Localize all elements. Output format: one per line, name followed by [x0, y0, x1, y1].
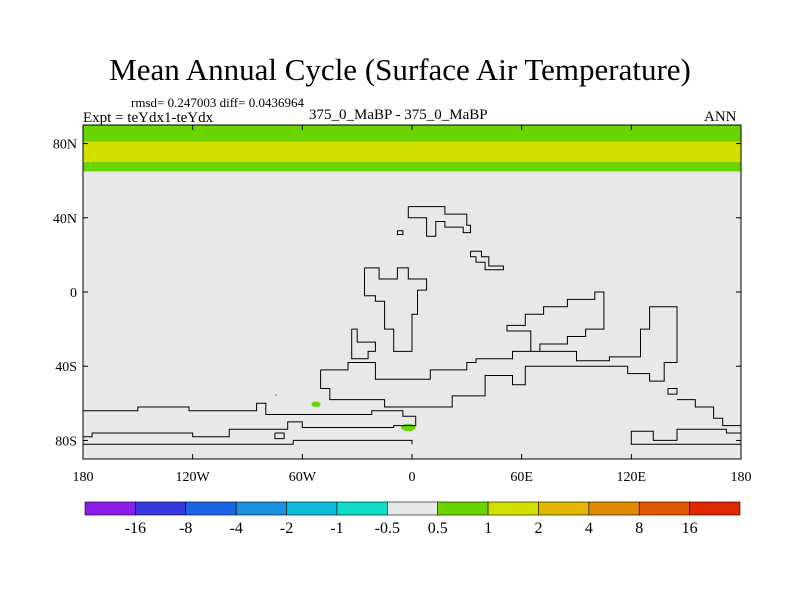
coastline-1 — [396, 230, 404, 235]
y-tick-label: 40S — [55, 360, 77, 375]
coastline-11 — [83, 439, 413, 445]
field-region-weddell-patch — [401, 423, 416, 432]
colorbar-swatch — [387, 501, 438, 516]
colorbar-label: -16 — [125, 520, 146, 537]
field-region-background — [83, 125, 741, 459]
colorbar-swatch — [336, 501, 388, 516]
experiment-label: Expt = teYdx1-teYdx — [83, 110, 214, 126]
colorbar-swatch — [185, 501, 237, 516]
colorbar-swatch — [538, 501, 590, 516]
coastline-2 — [470, 250, 504, 271]
colorbar-label: 8 — [635, 520, 643, 537]
colorbar-swatch — [84, 501, 136, 516]
colorbar-swatch — [689, 501, 741, 516]
field-region-small-speck — [274, 394, 277, 396]
x-tick-label: 180 — [73, 470, 94, 485]
coastline-3 — [364, 267, 428, 352]
coastline-0 — [407, 206, 471, 237]
coastline-4 — [351, 328, 376, 360]
colorbar-swatch — [235, 501, 287, 516]
coastline-8 — [274, 432, 285, 440]
coastline-5 — [320, 291, 678, 408]
chart-title: Mean Annual Cycle (Surface Air Temperatu… — [109, 52, 691, 87]
y-tick-label: 0 — [70, 286, 77, 301]
colorbar-label: -2 — [280, 520, 293, 537]
colorbar-swatch — [487, 501, 539, 516]
y-tick-label: 80N — [53, 138, 77, 153]
season-label: ANN — [704, 109, 737, 125]
colorbar-label: -4 — [229, 520, 242, 537]
colorbar-swatch — [588, 501, 640, 516]
field-layer — [83, 125, 741, 459]
x-tick-label: 60W — [289, 470, 317, 485]
colorbar-label: -1 — [330, 520, 343, 537]
colorbar-label: -0.5 — [375, 520, 400, 537]
case-label: 375_0_MaBP - 375_0_MaBP — [309, 107, 488, 123]
field-region-arctic-band-inner — [83, 141, 741, 163]
colorbar-label: 4 — [585, 520, 593, 537]
coastline-9 — [677, 399, 741, 427]
field-region-south-atlantic-patch — [311, 401, 321, 408]
colorbar-label: -8 — [179, 520, 192, 537]
colorbar: -16 -8 -4 -2 -1 -0.5 0.5 1 2 4 8 16 — [84, 501, 741, 537]
colorbar-swatch — [638, 501, 690, 516]
x-tick-label: 120W — [176, 470, 211, 485]
colorbar-label: 1 — [484, 520, 492, 537]
stats-text: rmsd= 0.247003 diff= 0.0436964 — [131, 95, 304, 110]
colorbar-swatch — [286, 501, 338, 516]
colorbar-label: 16 — [682, 520, 698, 537]
y-tick-label: 80S — [55, 434, 77, 449]
x-tick-label: 120E — [617, 470, 647, 485]
colorbar-label: 0.5 — [428, 520, 448, 537]
colorbar-swatch — [135, 501, 187, 516]
axis-ticks: 180 120W 60W 0 60E 120E 180 80N 40N 0 40S 80S — [53, 125, 752, 485]
x-tick-label: 180 — [731, 470, 752, 485]
x-tick-label: 60E — [510, 470, 533, 485]
y-tick-label: 40N — [53, 212, 77, 227]
coastline-layer — [83, 206, 741, 445]
colorbar-label: 2 — [534, 520, 542, 537]
coastline-7 — [83, 402, 417, 438]
coastline-6 — [667, 388, 678, 395]
x-tick-label: 0 — [409, 470, 416, 485]
colorbar-swatch — [437, 501, 489, 516]
coastline-10 — [630, 428, 741, 445]
